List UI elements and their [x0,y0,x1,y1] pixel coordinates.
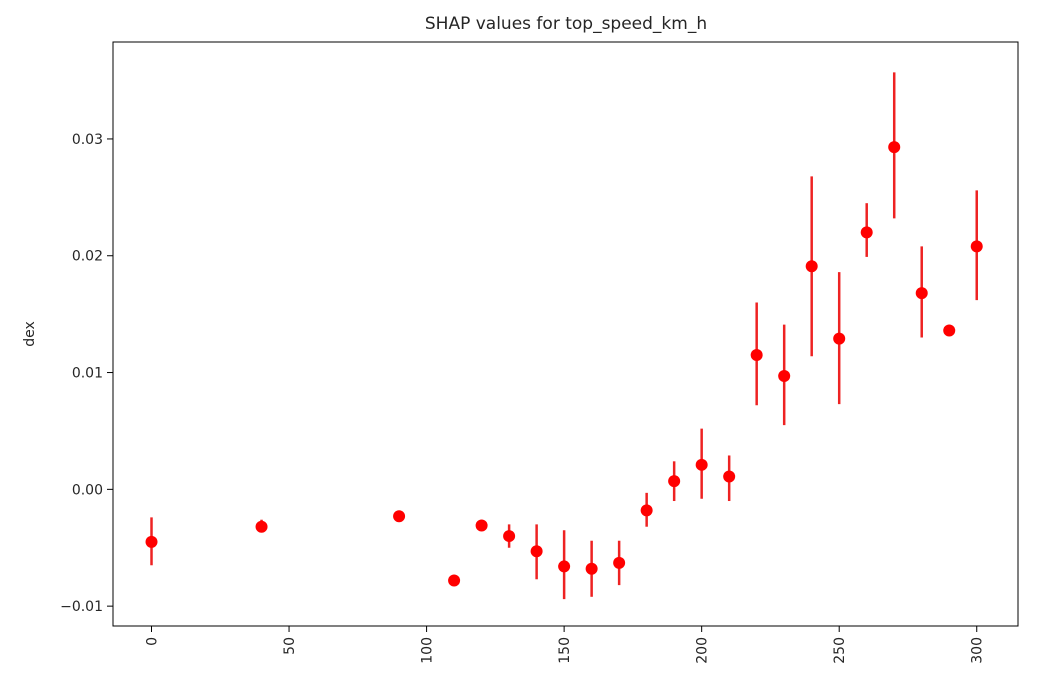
data-point-21 [943,324,956,337]
x-tick-label-3: 150 [557,637,573,664]
data-point-12 [695,458,708,471]
plot-frame [112,41,1019,627]
data-point-6 [530,545,543,558]
x-tick-label-6: 300 [970,637,986,664]
chart-title: SHAP values for top_speed_km_h [425,14,707,34]
data-point-9 [613,556,626,569]
x-tick-label-4: 200 [695,637,711,664]
x-tick-label-0: 0 [145,637,161,646]
y-tick-label-1: 0.00 [72,482,103,498]
x-axis: 0 50 100 150 200 250 300 [145,626,986,664]
data-point-4 [475,519,488,532]
data-point-2 [393,510,406,523]
data-point-13 [723,470,736,483]
data-point-5 [503,530,516,543]
data-point-20 [915,287,928,300]
y-tick-label-0: −0.01 [60,599,103,615]
data-point-10 [640,504,653,517]
data-point-18 [860,226,873,239]
x-tick-label-1: 50 [282,637,298,655]
data-point-16 [805,260,818,273]
data-point-7 [558,560,571,573]
data-point-22 [970,240,983,253]
data-point-3 [448,574,461,587]
data-markers [145,141,983,587]
data-point-1 [255,520,268,533]
data-point-8 [585,562,598,575]
y-tick-label-2: 0.01 [72,366,103,382]
data-point-15 [778,370,791,383]
data-point-17 [833,332,846,345]
x-tick-label-5: 250 [832,637,848,664]
data-point-19 [888,141,901,154]
x-tick-label-2: 100 [420,637,436,664]
data-point-11 [668,475,681,488]
y-axis: −0.01 0.00 0.01 0.02 0.03 [60,132,113,615]
y-axis-label: dex [22,321,38,347]
data-point-0 [145,535,158,548]
y-tick-label-4: 0.03 [72,132,103,148]
data-point-14 [750,349,763,362]
y-tick-label-3: 0.02 [72,249,103,265]
